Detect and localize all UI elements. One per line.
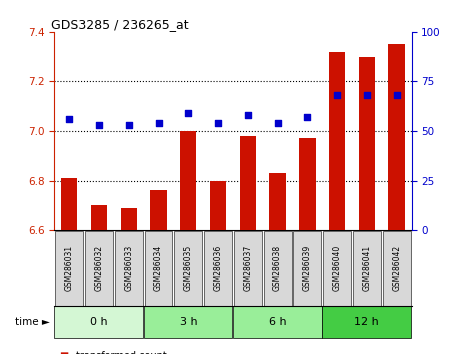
Bar xyxy=(240,136,256,230)
Bar xyxy=(61,178,78,230)
Text: 0 h: 0 h xyxy=(90,317,108,327)
Text: GSM286039: GSM286039 xyxy=(303,245,312,291)
Text: time ►: time ► xyxy=(15,317,50,327)
Bar xyxy=(359,57,375,230)
Point xyxy=(393,92,401,98)
Text: transformed count: transformed count xyxy=(76,351,166,354)
Text: 3 h: 3 h xyxy=(179,317,197,327)
Bar xyxy=(329,52,345,230)
Text: GSM286035: GSM286035 xyxy=(184,245,193,291)
Point xyxy=(125,122,132,128)
Point xyxy=(363,92,371,98)
Bar xyxy=(91,205,107,230)
Bar xyxy=(270,173,286,230)
Bar xyxy=(388,44,405,230)
Point xyxy=(95,122,103,128)
Point xyxy=(155,120,162,126)
Point xyxy=(65,116,73,122)
Bar xyxy=(210,181,226,230)
Text: GSM286041: GSM286041 xyxy=(362,245,371,291)
Text: GSM286038: GSM286038 xyxy=(273,245,282,291)
Text: GSM286040: GSM286040 xyxy=(333,245,342,291)
Text: GSM286031: GSM286031 xyxy=(65,245,74,291)
Text: GSM286032: GSM286032 xyxy=(95,245,104,291)
Text: GDS3285 / 236265_at: GDS3285 / 236265_at xyxy=(51,18,188,31)
Text: 6 h: 6 h xyxy=(269,317,287,327)
Text: GSM286036: GSM286036 xyxy=(214,245,223,291)
Point xyxy=(333,92,341,98)
Bar xyxy=(299,138,315,230)
Text: GSM286034: GSM286034 xyxy=(154,245,163,291)
Point xyxy=(184,110,192,116)
Bar xyxy=(121,208,137,230)
Point xyxy=(304,114,311,120)
Bar xyxy=(150,190,167,230)
Point xyxy=(244,112,252,118)
Text: GSM286037: GSM286037 xyxy=(243,245,252,291)
Point xyxy=(214,120,222,126)
Text: ■: ■ xyxy=(59,351,69,354)
Text: GSM286033: GSM286033 xyxy=(124,245,133,291)
Text: GSM286042: GSM286042 xyxy=(392,245,401,291)
Text: 12 h: 12 h xyxy=(354,317,379,327)
Point xyxy=(274,120,281,126)
Bar xyxy=(180,131,196,230)
